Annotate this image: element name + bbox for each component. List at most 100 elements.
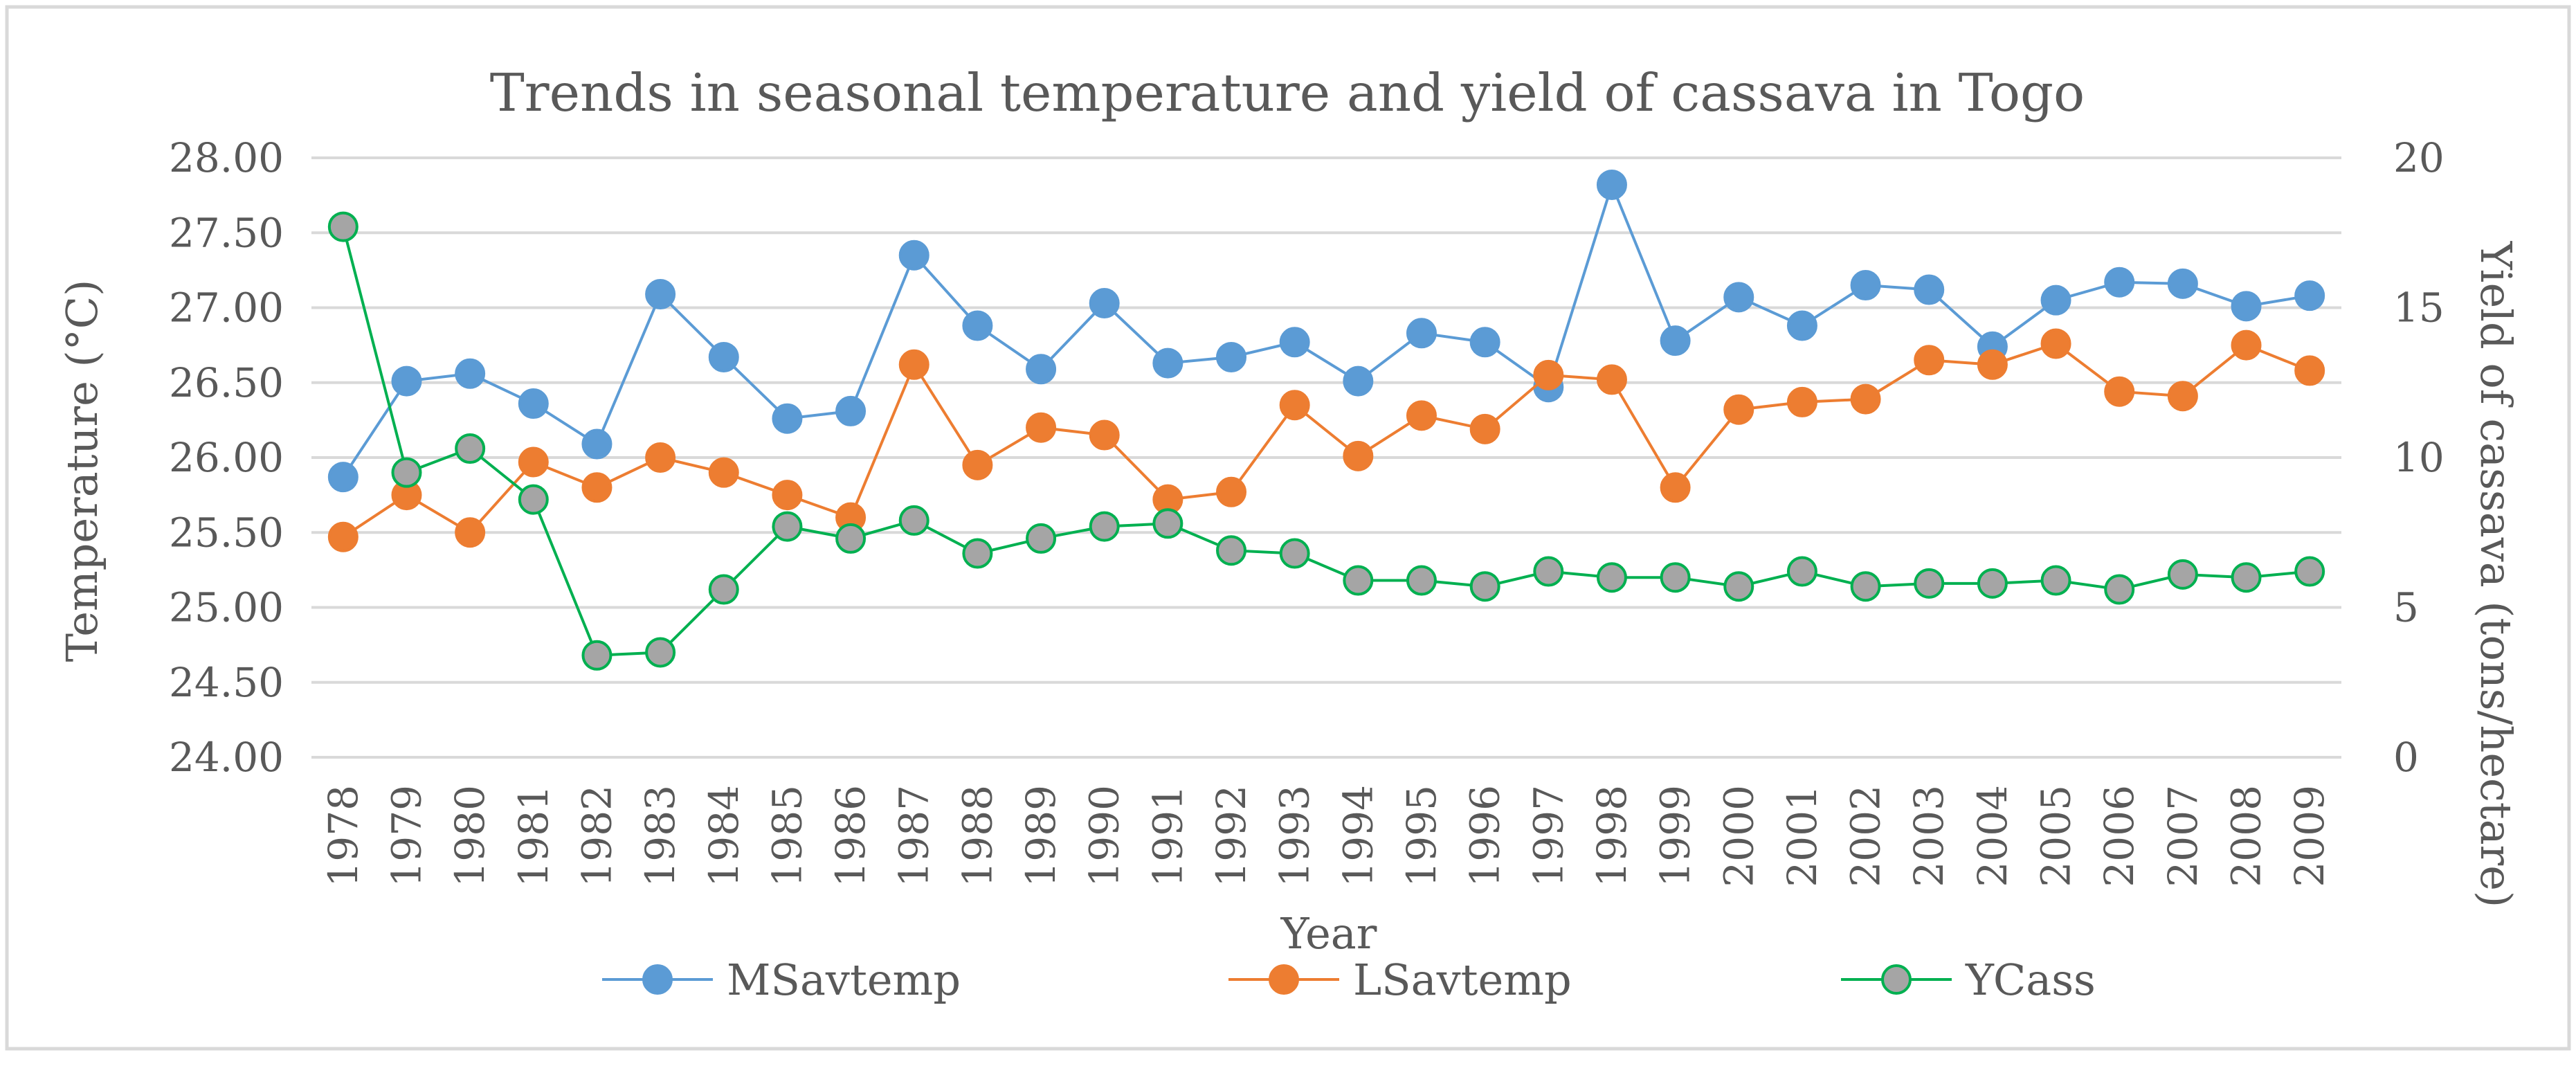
data-point-msavtemp: [1850, 270, 1881, 301]
y-tick-label: 25.50: [169, 509, 284, 556]
x-tick-label: 2006: [2096, 785, 2143, 887]
x-tick-label: 1998: [1588, 785, 1635, 887]
data-point-ycass: [898, 505, 929, 536]
data-point-lsavtemp: [1469, 413, 1500, 444]
data-point-ycass: [581, 640, 613, 671]
data-point-msavtemp: [1216, 341, 1247, 372]
data-point-lsavtemp: [1660, 472, 1691, 503]
series-layer: [327, 169, 2325, 671]
data-point-ycass: [1343, 565, 1374, 596]
data-point-ycass: [708, 574, 739, 605]
y-tick-label: 24.00: [169, 734, 284, 781]
legend-item-lsavtemp: LSavtemp: [1228, 955, 1572, 1005]
data-point-msavtemp: [1406, 318, 1437, 349]
y2-tick-label: 20: [2393, 134, 2445, 181]
data-point-msavtemp: [327, 462, 359, 493]
x-tick-label: 1996: [1462, 785, 1509, 887]
legend-marker: [642, 964, 673, 995]
x-tick-label: 1999: [1652, 785, 1699, 887]
data-point-ycass: [772, 511, 803, 542]
x-tick-label: 1978: [320, 785, 367, 887]
data-point-msavtemp: [1723, 282, 1754, 313]
data-point-msavtemp: [391, 365, 422, 397]
legend-item-ycass: YCass: [1841, 955, 2096, 1005]
data-point-lsavtemp: [1533, 359, 1564, 390]
data-point-lsavtemp: [1406, 400, 1437, 431]
data-point-lsavtemp: [581, 472, 613, 503]
series-ycass: [327, 211, 2325, 671]
data-point-ycass: [1596, 562, 1627, 593]
y-tick-label: 27.00: [169, 284, 284, 332]
data-point-lsavtemp: [1914, 345, 1945, 376]
data-point-msavtemp: [455, 358, 486, 389]
data-point-msavtemp: [2294, 280, 2325, 311]
data-point-msavtemp: [581, 428, 613, 460]
data-point-lsavtemp: [1279, 390, 1310, 421]
x-tick-label: 1985: [763, 785, 810, 887]
data-point-msavtemp: [518, 388, 549, 419]
data-point-ycass: [1850, 571, 1881, 602]
y2-tick-label: 0: [2393, 734, 2419, 781]
data-point-msavtemp: [645, 279, 676, 310]
data-point-msavtemp: [1152, 347, 1183, 379]
data-point-msavtemp: [835, 395, 867, 426]
x-tick-label: 2004: [1969, 785, 2016, 887]
y2-axis-title: Yield of cassava (tons/hectare): [2471, 241, 2521, 907]
data-point-msavtemp: [1596, 169, 1627, 200]
x-tick-label: 2008: [2223, 785, 2270, 887]
data-point-msavtemp: [898, 240, 929, 271]
y2-axis-ticks: 0 5 10 15 20: [2393, 134, 2445, 781]
x-tick-label: 1988: [954, 785, 1001, 887]
data-point-lsavtemp: [2294, 355, 2325, 386]
data-point-ycass: [1977, 568, 2008, 599]
x-tick-label: 2007: [2159, 785, 2206, 887]
data-point-ycass: [1406, 565, 1437, 596]
legend: MSavtemp LSavtemp YCass: [602, 955, 2096, 1005]
x-tick-label: 1992: [1208, 785, 1255, 887]
data-point-lsavtemp: [1343, 440, 1374, 471]
x-tick-label: 1993: [1271, 785, 1318, 887]
x-tick-label: 2000: [1715, 785, 1762, 887]
data-point-ycass: [1089, 511, 1120, 542]
legend-item-msavtemp: MSavtemp: [602, 955, 961, 1005]
data-point-lsavtemp: [1977, 349, 2008, 380]
data-point-msavtemp: [2104, 266, 2135, 298]
x-tick-label: 1994: [1334, 785, 1381, 887]
data-point-ycass: [645, 637, 676, 668]
x-tick-label: 1997: [1525, 785, 1572, 887]
data-point-lsavtemp: [455, 517, 486, 548]
data-point-msavtemp: [772, 403, 803, 434]
x-tick-label: 1980: [446, 785, 493, 887]
data-point-msavtemp: [1660, 325, 1691, 356]
data-point-lsavtemp: [1089, 419, 1120, 451]
data-point-lsavtemp: [1026, 412, 1057, 443]
data-point-msavtemp: [1469, 327, 1500, 358]
x-tick-label: 1990: [1081, 785, 1128, 887]
data-point-ycass: [1914, 568, 1945, 599]
data-point-lsavtemp: [645, 442, 676, 473]
x-tick-label: 1982: [573, 785, 620, 887]
data-point-ycass: [1279, 538, 1310, 569]
y-axis-title: Temperature (°C): [57, 280, 107, 662]
data-point-msavtemp: [962, 310, 993, 341]
data-point-lsavtemp: [1786, 386, 1817, 417]
data-point-msavtemp: [1914, 274, 1945, 305]
data-point-lsavtemp: [1216, 476, 1247, 507]
data-point-lsavtemp: [327, 521, 359, 552]
legend-label: LSavtemp: [1353, 955, 1572, 1005]
series-msavtemp: [327, 169, 2325, 493]
data-point-ycass: [1660, 562, 1691, 593]
data-point-lsavtemp: [1596, 364, 1627, 395]
data-point-lsavtemp: [708, 457, 739, 488]
data-point-lsavtemp: [1850, 383, 1881, 415]
data-point-ycass: [2104, 574, 2135, 605]
data-point-ycass: [1786, 556, 1817, 587]
data-point-ycass: [455, 433, 486, 464]
data-point-msavtemp: [1089, 288, 1120, 319]
data-point-msavtemp: [1026, 354, 1057, 385]
y2-tick-label: 15: [2393, 284, 2445, 332]
y-tick-label: 26.00: [169, 434, 284, 481]
data-point-ycass: [2167, 559, 2198, 590]
data-point-lsavtemp: [2040, 328, 2071, 359]
x-tick-label: 2001: [1779, 785, 1826, 887]
